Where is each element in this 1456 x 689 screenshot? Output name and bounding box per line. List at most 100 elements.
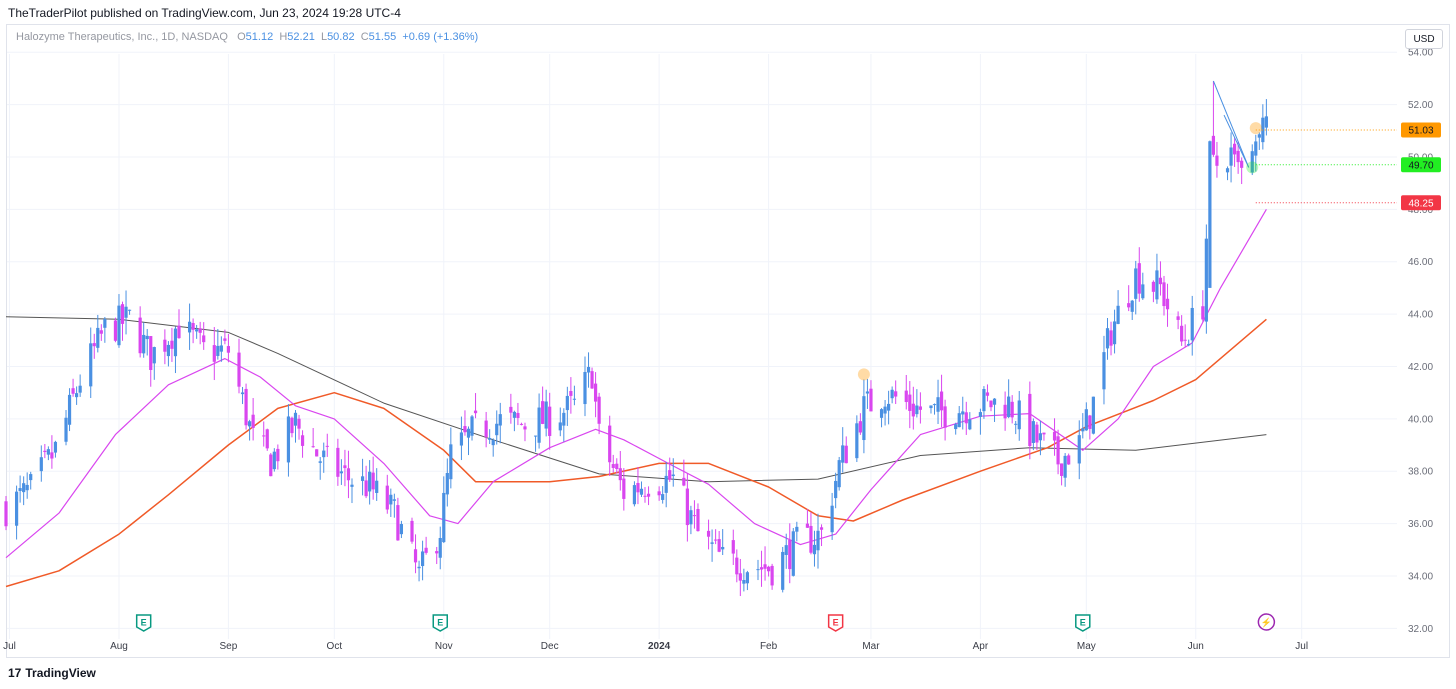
candle — [756, 559, 760, 581]
candle — [325, 433, 329, 457]
candle-body — [89, 343, 93, 387]
y-tick-label: 54.00 — [1408, 48, 1433, 59]
candle-body — [463, 426, 467, 433]
candle — [39, 445, 43, 482]
earnings-icon — [135, 614, 152, 632]
candle-body — [343, 465, 347, 469]
candle — [894, 380, 898, 405]
candle-body — [92, 343, 96, 347]
candle-body — [879, 409, 884, 418]
candle-body — [618, 468, 622, 481]
candle — [904, 374, 908, 410]
candle — [830, 492, 834, 540]
candle — [809, 512, 813, 555]
candle — [442, 476, 446, 544]
candle — [1155, 253, 1159, 304]
candle — [251, 398, 255, 441]
candle-body — [509, 406, 513, 413]
candle — [544, 389, 548, 437]
y-tick-label: 36.00 — [1408, 519, 1433, 530]
candle — [163, 329, 167, 365]
event-marker-label: E — [437, 618, 443, 628]
candle-body — [488, 437, 492, 440]
candle-body — [1056, 436, 1060, 465]
candle-body — [932, 404, 937, 406]
candle-body — [890, 389, 894, 399]
candle-body — [1060, 463, 1064, 476]
candle-body — [424, 547, 428, 553]
candle — [1137, 247, 1141, 302]
candle — [1257, 132, 1261, 150]
candle — [399, 520, 404, 539]
candle-body — [883, 406, 887, 414]
candle — [1017, 391, 1021, 441]
candle — [4, 495, 8, 531]
candle-body — [862, 396, 866, 441]
candle — [890, 386, 894, 404]
candle — [1112, 309, 1117, 354]
candle-body — [216, 345, 220, 356]
candle-body — [646, 493, 651, 497]
signal-dot — [1249, 122, 1262, 135]
candle-body — [170, 340, 174, 349]
candle-body — [692, 515, 697, 517]
candle — [717, 531, 721, 553]
candle-body — [961, 411, 965, 415]
candle-body — [689, 510, 693, 525]
candle — [293, 410, 298, 443]
y-tick-label: 34.00 — [1408, 572, 1433, 583]
candle — [244, 383, 248, 430]
currency-button[interactable]: USD — [1405, 29, 1443, 49]
price-tag-label: 51.03 — [1408, 125, 1433, 136]
candle-body — [498, 414, 502, 426]
candle — [1130, 299, 1134, 321]
publisher-line: TheTraderPilot published on TradingView.… — [8, 6, 401, 20]
candle — [1204, 224, 1208, 334]
candle-body — [915, 405, 919, 415]
candle-body — [223, 338, 227, 341]
candle-body — [117, 305, 121, 346]
candle-body — [1232, 143, 1237, 155]
footer-brand[interactable]: 17 TradingView — [8, 666, 96, 680]
candle-body — [14, 491, 19, 526]
candle-body — [639, 488, 644, 495]
candle — [311, 427, 315, 448]
candle — [322, 442, 326, 473]
candle — [46, 446, 50, 461]
candle — [537, 393, 541, 449]
candle — [911, 386, 915, 430]
candle-body — [219, 345, 223, 352]
candle-body — [195, 329, 199, 332]
candle — [611, 454, 615, 473]
candle-body — [819, 527, 824, 530]
candles — [4, 81, 1268, 597]
candle — [590, 367, 594, 389]
candle-body — [710, 542, 714, 544]
candle — [1042, 432, 1046, 441]
candle-body — [248, 421, 252, 427]
candle — [350, 478, 354, 504]
candle — [71, 378, 75, 397]
price-tag-label: 48.25 — [1408, 198, 1433, 209]
candle-body — [166, 344, 171, 357]
candle-body — [841, 445, 845, 463]
candle — [78, 374, 82, 397]
candle — [541, 386, 545, 425]
candle-body — [643, 495, 647, 497]
candle-body — [300, 435, 305, 446]
candle — [1028, 381, 1032, 460]
candle — [735, 549, 739, 583]
candle-body — [1176, 316, 1180, 320]
candle — [1116, 290, 1120, 325]
candle — [1088, 414, 1092, 440]
candle-body — [834, 480, 838, 499]
candle-body — [904, 390, 908, 403]
candle — [1102, 335, 1106, 405]
candle-body — [1229, 147, 1233, 166]
candle-body — [1042, 432, 1046, 435]
chart-frame — [6, 24, 1450, 658]
candle — [710, 529, 714, 562]
y-tick-label: 42.00 — [1408, 362, 1433, 373]
candle — [1158, 261, 1163, 296]
